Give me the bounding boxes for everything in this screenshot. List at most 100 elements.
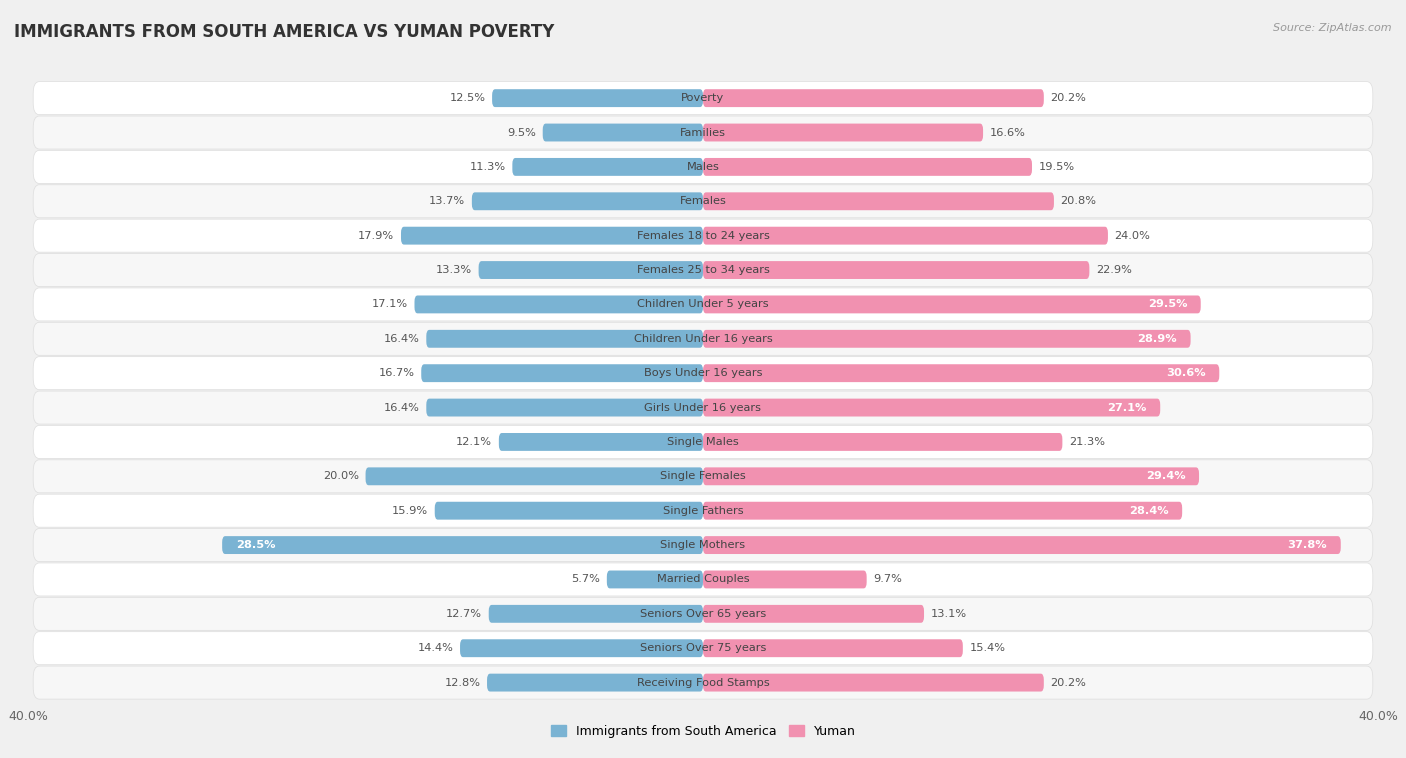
- Text: 16.4%: 16.4%: [384, 334, 419, 344]
- FancyBboxPatch shape: [401, 227, 703, 245]
- FancyBboxPatch shape: [34, 425, 1372, 459]
- Text: Males: Males: [686, 162, 720, 172]
- Text: Single Males: Single Males: [666, 437, 740, 447]
- Text: 16.6%: 16.6%: [990, 127, 1026, 137]
- Text: 13.3%: 13.3%: [436, 265, 472, 275]
- Text: 14.4%: 14.4%: [418, 644, 453, 653]
- Text: Source: ZipAtlas.com: Source: ZipAtlas.com: [1274, 23, 1392, 33]
- FancyBboxPatch shape: [34, 528, 1372, 562]
- Text: 29.4%: 29.4%: [1146, 471, 1185, 481]
- FancyBboxPatch shape: [703, 571, 866, 588]
- Text: 27.1%: 27.1%: [1108, 402, 1147, 412]
- Text: Poverty: Poverty: [682, 93, 724, 103]
- Text: 20.2%: 20.2%: [1050, 93, 1087, 103]
- FancyBboxPatch shape: [34, 631, 1372, 665]
- FancyBboxPatch shape: [222, 536, 703, 554]
- FancyBboxPatch shape: [34, 82, 1372, 114]
- Text: 28.9%: 28.9%: [1137, 334, 1177, 344]
- Text: 19.5%: 19.5%: [1039, 162, 1074, 172]
- FancyBboxPatch shape: [703, 330, 1191, 348]
- Text: IMMIGRANTS FROM SOUTH AMERICA VS YUMAN POVERTY: IMMIGRANTS FROM SOUTH AMERICA VS YUMAN P…: [14, 23, 554, 41]
- Text: Girls Under 16 years: Girls Under 16 years: [644, 402, 762, 412]
- Text: Females 18 to 24 years: Females 18 to 24 years: [637, 230, 769, 240]
- FancyBboxPatch shape: [489, 605, 703, 623]
- FancyBboxPatch shape: [415, 296, 703, 313]
- FancyBboxPatch shape: [703, 605, 924, 623]
- FancyBboxPatch shape: [499, 433, 703, 451]
- Text: 28.5%: 28.5%: [236, 540, 276, 550]
- FancyBboxPatch shape: [703, 399, 1160, 416]
- FancyBboxPatch shape: [34, 357, 1372, 390]
- Text: 29.5%: 29.5%: [1147, 299, 1187, 309]
- FancyBboxPatch shape: [366, 468, 703, 485]
- FancyBboxPatch shape: [703, 433, 1063, 451]
- FancyBboxPatch shape: [34, 288, 1372, 321]
- Text: 24.0%: 24.0%: [1115, 230, 1150, 240]
- FancyBboxPatch shape: [703, 193, 1054, 210]
- FancyBboxPatch shape: [34, 460, 1372, 493]
- FancyBboxPatch shape: [703, 674, 1043, 691]
- Text: 22.9%: 22.9%: [1097, 265, 1132, 275]
- FancyBboxPatch shape: [34, 494, 1372, 528]
- FancyBboxPatch shape: [34, 185, 1372, 218]
- Text: 20.2%: 20.2%: [1050, 678, 1087, 688]
- Text: 37.8%: 37.8%: [1288, 540, 1327, 550]
- Text: Seniors Over 65 years: Seniors Over 65 years: [640, 609, 766, 619]
- Legend: Immigrants from South America, Yuman: Immigrants from South America, Yuman: [546, 720, 860, 743]
- Text: 15.9%: 15.9%: [392, 506, 427, 515]
- Text: 16.7%: 16.7%: [378, 368, 415, 378]
- Text: 21.3%: 21.3%: [1069, 437, 1105, 447]
- FancyBboxPatch shape: [34, 597, 1372, 631]
- FancyBboxPatch shape: [34, 322, 1372, 356]
- Text: 16.4%: 16.4%: [384, 402, 419, 412]
- Text: Females: Females: [679, 196, 727, 206]
- Text: 12.7%: 12.7%: [446, 609, 482, 619]
- Text: 30.6%: 30.6%: [1166, 368, 1206, 378]
- FancyBboxPatch shape: [703, 124, 983, 142]
- Text: 12.5%: 12.5%: [450, 93, 485, 103]
- Text: Married Couples: Married Couples: [657, 575, 749, 584]
- FancyBboxPatch shape: [426, 330, 703, 348]
- Text: Families: Families: [681, 127, 725, 137]
- Text: 17.9%: 17.9%: [359, 230, 394, 240]
- FancyBboxPatch shape: [34, 666, 1372, 699]
- FancyBboxPatch shape: [703, 296, 1201, 313]
- Text: Single Mothers: Single Mothers: [661, 540, 745, 550]
- FancyBboxPatch shape: [34, 150, 1372, 183]
- FancyBboxPatch shape: [703, 502, 1182, 520]
- FancyBboxPatch shape: [703, 639, 963, 657]
- Text: Boys Under 16 years: Boys Under 16 years: [644, 368, 762, 378]
- FancyBboxPatch shape: [34, 219, 1372, 252]
- Text: Receiving Food Stamps: Receiving Food Stamps: [637, 678, 769, 688]
- FancyBboxPatch shape: [34, 391, 1372, 424]
- FancyBboxPatch shape: [703, 365, 1219, 382]
- FancyBboxPatch shape: [34, 116, 1372, 149]
- FancyBboxPatch shape: [703, 468, 1199, 485]
- Text: 5.7%: 5.7%: [571, 575, 600, 584]
- FancyBboxPatch shape: [460, 639, 703, 657]
- Text: Single Females: Single Females: [661, 471, 745, 481]
- Text: 15.4%: 15.4%: [970, 644, 1005, 653]
- FancyBboxPatch shape: [703, 89, 1043, 107]
- FancyBboxPatch shape: [478, 261, 703, 279]
- Text: 20.8%: 20.8%: [1060, 196, 1097, 206]
- Text: 9.7%: 9.7%: [873, 575, 903, 584]
- FancyBboxPatch shape: [34, 253, 1372, 287]
- Text: 28.4%: 28.4%: [1129, 506, 1168, 515]
- Text: 11.3%: 11.3%: [470, 162, 506, 172]
- Text: Children Under 5 years: Children Under 5 years: [637, 299, 769, 309]
- FancyBboxPatch shape: [486, 674, 703, 691]
- Text: 13.7%: 13.7%: [429, 196, 465, 206]
- Text: 20.0%: 20.0%: [323, 471, 359, 481]
- Text: Females 25 to 34 years: Females 25 to 34 years: [637, 265, 769, 275]
- FancyBboxPatch shape: [703, 227, 1108, 245]
- FancyBboxPatch shape: [34, 563, 1372, 596]
- Text: Seniors Over 75 years: Seniors Over 75 years: [640, 644, 766, 653]
- Text: Children Under 16 years: Children Under 16 years: [634, 334, 772, 344]
- FancyBboxPatch shape: [434, 502, 703, 520]
- FancyBboxPatch shape: [703, 536, 1341, 554]
- Text: 9.5%: 9.5%: [508, 127, 536, 137]
- FancyBboxPatch shape: [472, 193, 703, 210]
- Text: Single Fathers: Single Fathers: [662, 506, 744, 515]
- FancyBboxPatch shape: [607, 571, 703, 588]
